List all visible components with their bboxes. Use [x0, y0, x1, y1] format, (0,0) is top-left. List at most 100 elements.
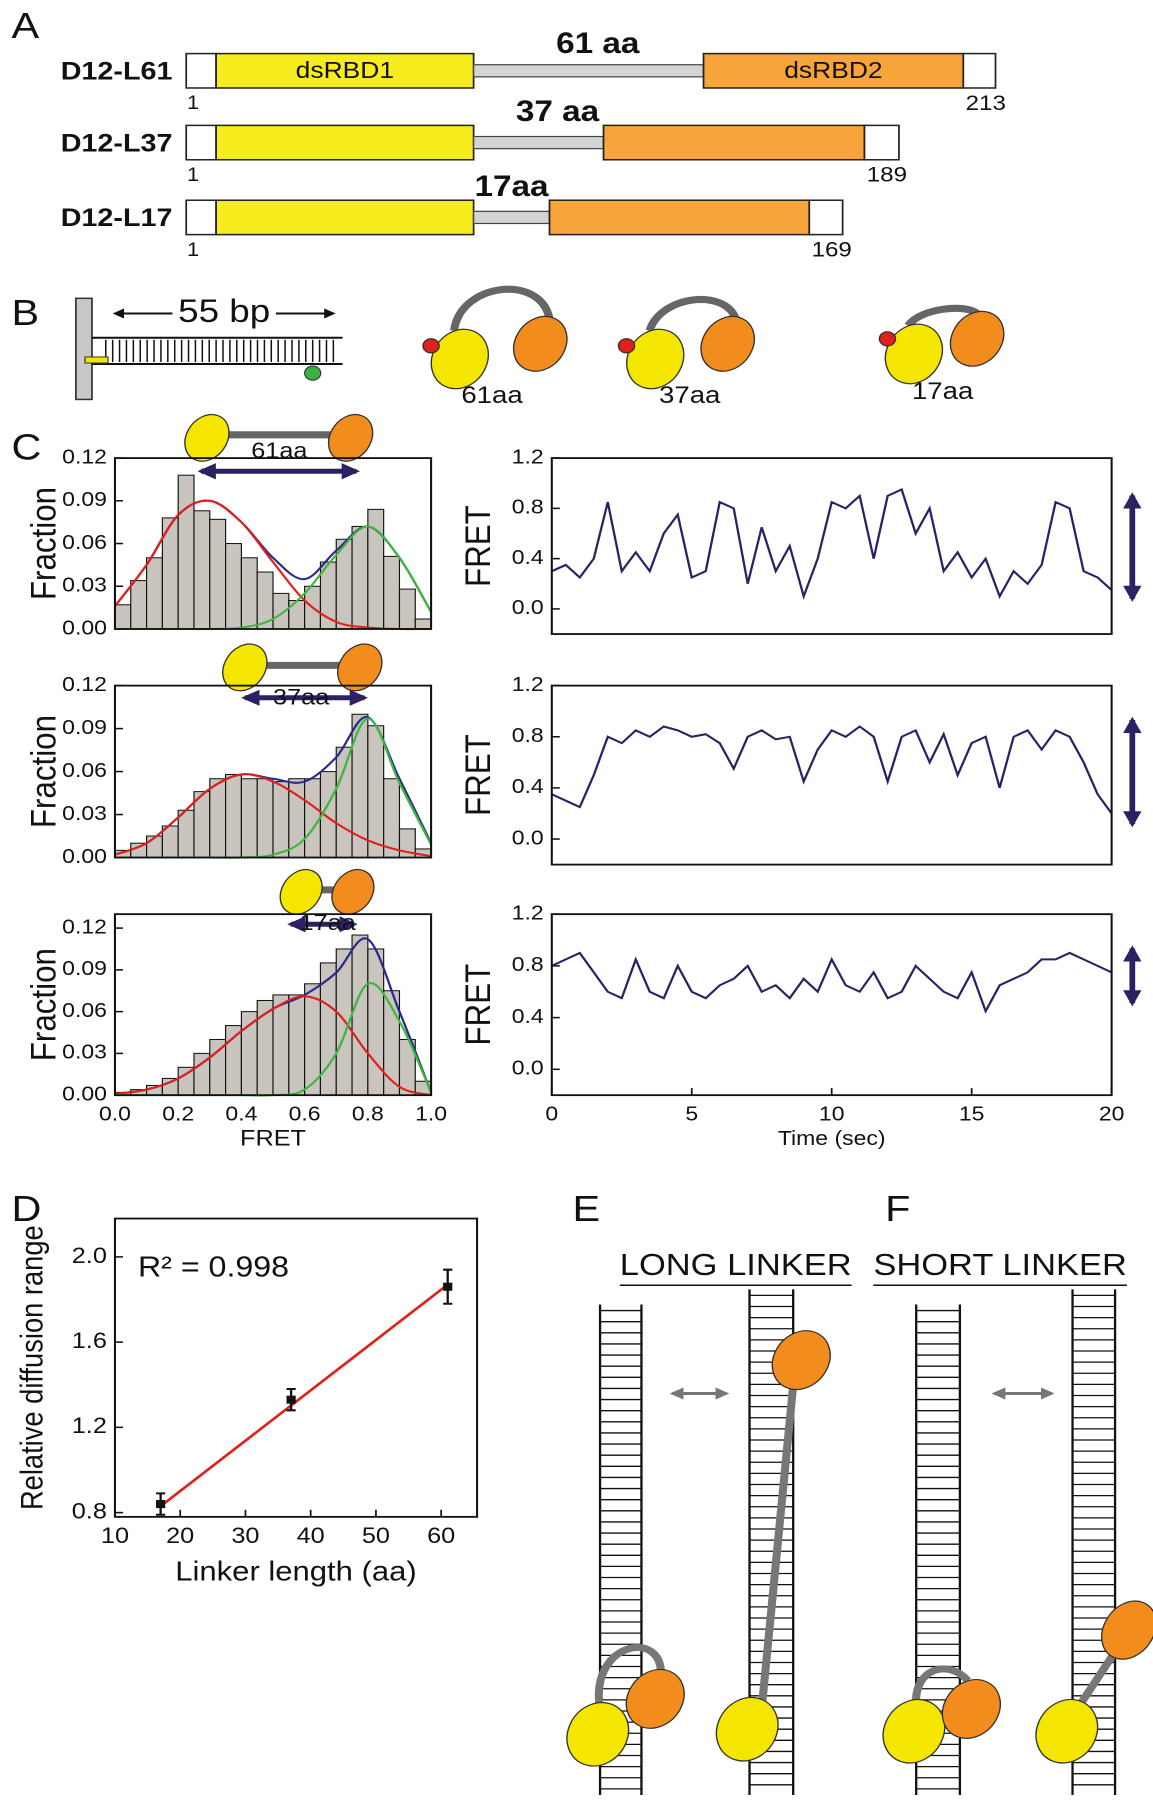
histogram-bar: [351, 525, 369, 630]
terminus: [185, 52, 217, 89]
construct-name: D12-L37: [61, 129, 173, 157]
histogram-bar: [177, 809, 195, 859]
y-tick-label: 0.0: [512, 826, 544, 849]
x-tick-label: 0.2: [162, 1102, 194, 1125]
histogram-bar: [240, 778, 258, 859]
mechanism-title: LONG LINKER: [620, 1248, 852, 1282]
histogram-bar: [193, 510, 211, 630]
y-tick-label: 0.00: [62, 1082, 107, 1105]
dna-diagram: [75, 297, 343, 401]
y-tick-label: 0.06: [62, 998, 107, 1021]
y-tick-label: 2.0: [72, 1243, 107, 1268]
y-tick-label: 0.8: [512, 495, 544, 518]
histogram-bar: [335, 746, 353, 859]
construct-cartoon-label: 37aa: [659, 380, 721, 408]
x-tick-label: 40: [297, 1523, 325, 1548]
x-tick-label: 50: [362, 1523, 390, 1548]
start-residue: 1: [187, 239, 199, 260]
domain-label: dsRBD2: [784, 57, 882, 83]
linker-length: 17aa: [474, 170, 549, 203]
histogram-bar: [367, 725, 385, 859]
histogram-bar: [177, 474, 195, 630]
terminus: [185, 199, 217, 236]
y-tick-label: 0.06: [62, 530, 107, 553]
y-tick-label: 0.06: [62, 758, 107, 781]
dsrbd1-box: [215, 199, 475, 236]
x-tick-label: 0.6: [289, 1102, 321, 1125]
construct-cartoon-label: 61aa: [461, 380, 523, 408]
construct-cartoon-label: 17aa: [912, 376, 974, 404]
dsrbd2-box: [702, 52, 965, 89]
y-tick-label: 0.12: [62, 915, 107, 938]
histogram-bar: [351, 934, 369, 1096]
x-tick-label: 15: [959, 1102, 985, 1125]
panel-label: D: [11, 1189, 41, 1229]
x-tick-label: 0.0: [99, 1102, 131, 1125]
start-residue: 1: [187, 164, 199, 185]
histogram-bar: [414, 618, 432, 630]
histogram-bar: [209, 778, 227, 859]
plot-frame: [113, 457, 433, 630]
y-tick-label: 1.6: [72, 1328, 107, 1353]
y-tick-label: 0.8: [512, 723, 544, 746]
linker-length: 37 aa: [516, 95, 600, 128]
y-tick-label: 0.12: [62, 445, 107, 468]
data-point: [286, 1395, 296, 1404]
histogram-bar: [225, 543, 242, 630]
data-point: [443, 1282, 453, 1291]
histogram-bar: [240, 557, 258, 630]
fret-trace: [551, 951, 1113, 1014]
histogram-bar: [272, 994, 290, 1096]
x-tick-label: 60: [427, 1523, 455, 1548]
plot-frame: [550, 913, 1113, 1097]
y-tick-label: 0.00: [62, 616, 107, 639]
panel-label: B: [11, 293, 39, 333]
start-residue: 1: [187, 92, 199, 113]
mechanism-cartoons: [566, 1289, 1153, 1795]
y-axis-label: Relative diffusion range: [16, 1225, 50, 1510]
histogram-bar: [130, 580, 148, 630]
y-tick-label: 0.09: [62, 487, 107, 510]
plot-frame: [113, 684, 433, 859]
y-tick-label: 0.0: [512, 596, 544, 619]
dsrbd2-box: [548, 199, 811, 236]
y-axis-label: FRET: [459, 505, 498, 587]
y-tick-label: 0.12: [62, 672, 107, 695]
annotation: 37aa: [273, 685, 330, 710]
annotation: 61aa: [251, 438, 308, 463]
fit-line: [159, 1283, 449, 1508]
fit-curve: [114, 995, 432, 1097]
x-axis-label: FRET: [240, 1126, 306, 1151]
x-tick-label: 20: [166, 1523, 194, 1548]
y-tick-label: 0.03: [62, 1040, 107, 1063]
terminus: [185, 124, 217, 161]
y-tick-label: 0.09: [62, 715, 107, 738]
plot-frame: [113, 1217, 479, 1518]
plot-frame: [550, 684, 1113, 866]
x-tick-label: 0.4: [225, 1102, 257, 1125]
y-tick-label: 1.2: [72, 1414, 107, 1439]
histogram-bar: [256, 778, 274, 859]
panel-label: F: [885, 1189, 910, 1229]
plot-frame: [113, 913, 433, 1097]
mechanism-title: SHORT LINKER: [873, 1248, 1127, 1282]
x-tick-label: 10: [101, 1523, 129, 1548]
end-residue: 189: [867, 162, 907, 186]
y-tick-label: 0.4: [512, 775, 544, 798]
linker-box: [472, 64, 705, 78]
terminus: [863, 124, 900, 161]
linker-length: 61 aa: [556, 27, 640, 60]
linker-box: [472, 210, 551, 225]
dsrbd2-box: [602, 124, 866, 161]
y-tick-label: 1.2: [512, 901, 544, 924]
y-tick-label: 0.4: [512, 1004, 544, 1027]
histogram-bar: [398, 588, 416, 630]
fit-curve: [114, 773, 432, 858]
y-axis-label: FRET: [459, 734, 498, 816]
end-residue: 213: [966, 90, 1006, 114]
plot-frame: [550, 457, 1113, 635]
x-tick-label: 0: [545, 1102, 558, 1125]
dna-length: 55 bp: [178, 294, 270, 329]
domain-label: dsRBD1: [296, 57, 394, 83]
y-tick-label: 1.2: [512, 445, 544, 468]
